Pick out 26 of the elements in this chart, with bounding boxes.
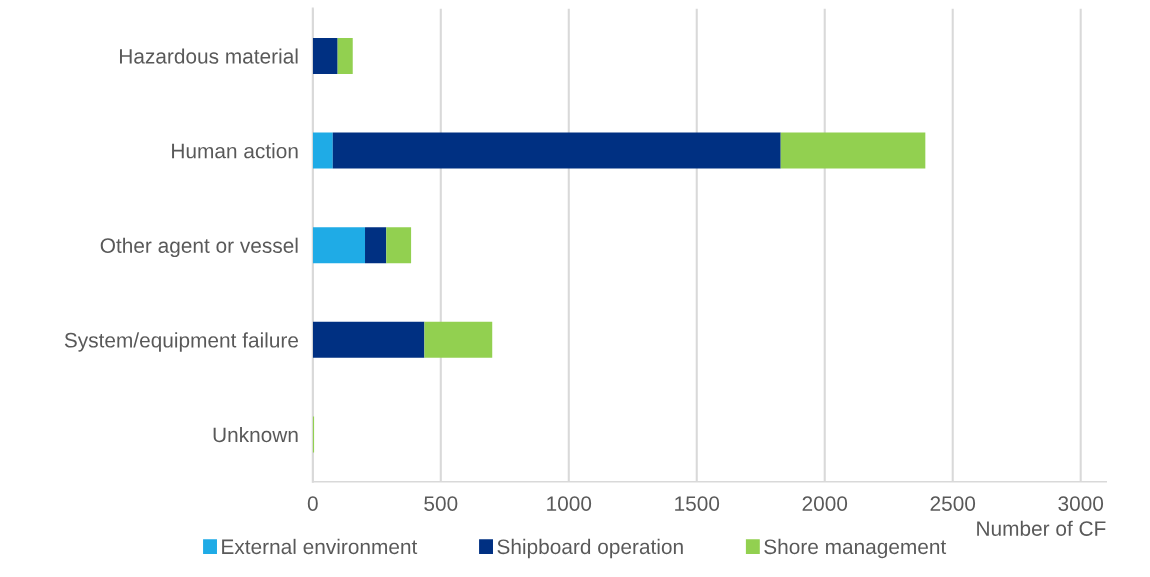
bar [337,37,353,74]
x-tick-label: 1500 [675,496,720,511]
bar [424,321,493,358]
y-tick-label: Human action [172,143,298,159]
x-axis-title: Number of CF [977,520,1106,536]
bar [780,132,926,169]
x-tick-label: 2000 [802,496,848,511]
bar [312,321,425,358]
x-tick-label: 2500 [930,496,976,511]
legend-label: Shipboard operation [497,538,683,559]
x-tick-label: 0 [307,496,318,511]
bar [332,132,781,169]
bar [312,132,333,169]
bar [365,227,387,264]
y-tick-label: Hazardous material [120,48,298,64]
y-tick-label: Other agent or vessel [100,237,298,258]
legend-label: External environment [222,538,418,555]
x-tick-label: 3000 [1058,496,1104,511]
x-tick-label: 500 [424,496,458,511]
y-tick-label: System/equipment failure [64,332,298,352]
x-tick-label: 1000 [547,496,592,511]
bar [312,37,338,74]
legend-label: Shore management [764,538,947,559]
bar [312,227,366,264]
bar [386,227,412,264]
y-tick-label: Unknown [213,426,298,443]
